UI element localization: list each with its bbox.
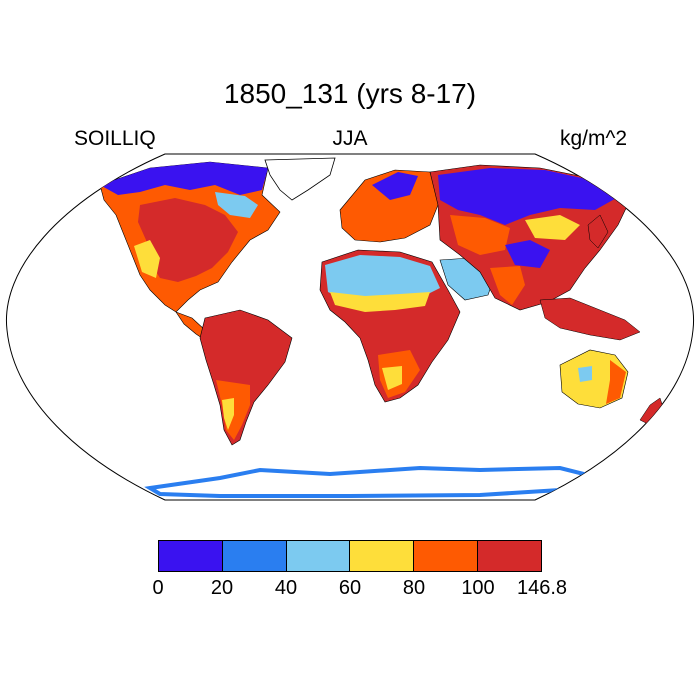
colorbar-bin-100-max	[478, 541, 541, 571]
colorbar-bin-80-100	[414, 541, 478, 571]
colorbar-label-100: 100	[461, 577, 494, 600]
colorbar-bin-40-60	[287, 541, 351, 571]
colorbar	[158, 540, 542, 572]
colorbar-label-20: 20	[211, 577, 233, 600]
colorbar-bin-60-80	[350, 541, 414, 571]
colorbar-label-60: 60	[339, 577, 361, 600]
colorbar-label-0: 0	[152, 577, 163, 600]
colorbar-label-80: 80	[403, 577, 425, 600]
colorbar-bin-20-40	[223, 541, 287, 571]
australia-interior	[578, 366, 592, 382]
colorbar-bin-0-20	[159, 541, 223, 571]
colorbar-label-max: 146.8	[517, 577, 567, 600]
colorbar-label-40: 40	[275, 577, 297, 600]
